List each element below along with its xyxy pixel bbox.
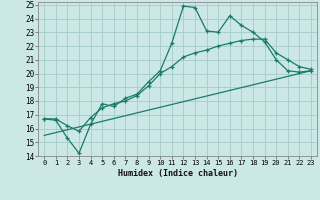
X-axis label: Humidex (Indice chaleur): Humidex (Indice chaleur): [118, 169, 238, 178]
